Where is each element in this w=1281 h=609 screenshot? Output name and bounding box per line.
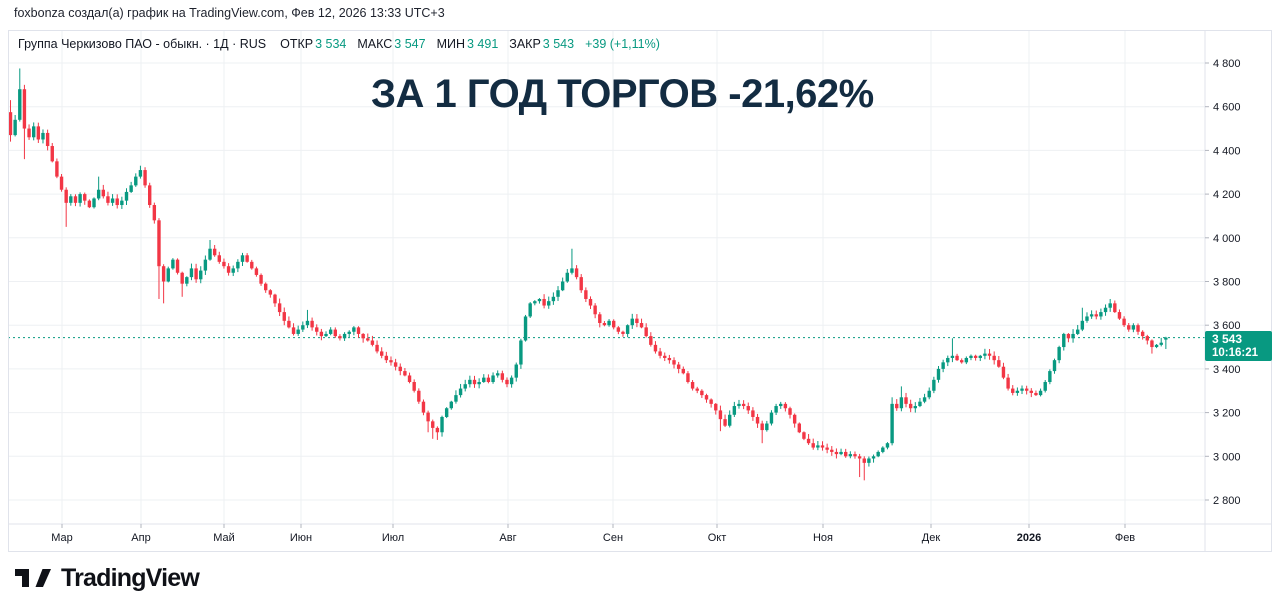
svg-text:4 000: 4 000 [1213, 233, 1241, 245]
chart-title-overlay: ЗА 1 ГОД ТОРГОВ -21,62% [371, 72, 874, 116]
chart-legend: Группа Черкизово ПАО - обыкн. · 1Д · RUS… [18, 37, 660, 51]
price-axis[interactable] [1205, 30, 1273, 524]
close-pair: ЗАКР 3 543 [509, 37, 574, 51]
change-value: +39 (+1,11%) [585, 37, 660, 51]
svg-text:Июл: Июл [382, 532, 404, 544]
svg-text:2026: 2026 [1017, 532, 1041, 544]
svg-text:Июн: Июн [290, 532, 312, 544]
low-pair: МИН 3 491 [437, 37, 499, 51]
last-price-badge: 3 543 10:16:21 [1205, 331, 1272, 361]
svg-text:4 200: 4 200 [1213, 189, 1241, 201]
svg-text:3 400: 3 400 [1213, 364, 1241, 376]
svg-text:2 800: 2 800 [1213, 495, 1241, 507]
svg-text:3 200: 3 200 [1213, 408, 1241, 420]
symbol-description: Группа Черкизово ПАО - обыкн. · 1Д · RUS [18, 37, 267, 51]
svg-text:3 000: 3 000 [1213, 451, 1241, 463]
high-pair: МАКС 3 547 [357, 37, 425, 51]
tradingview-logo[interactable]: TradingView [14, 564, 200, 593]
svg-text:Ноя: Ноя [813, 532, 833, 544]
svg-text:4 800: 4 800 [1213, 58, 1241, 70]
open-value: 3 534 [315, 37, 347, 51]
svg-text:Май: Май [213, 532, 235, 544]
open-label: ОТКР [280, 37, 314, 51]
low-value: 3 491 [467, 37, 499, 51]
svg-text:Мар: Мар [51, 532, 73, 544]
svg-text:4 600: 4 600 [1213, 102, 1241, 114]
svg-text:Авг: Авг [499, 532, 516, 544]
low-label: МИН [436, 37, 465, 51]
svg-text:Дек: Дек [922, 532, 941, 544]
open-pair: ОТКР 3 534 [280, 37, 346, 51]
last-price-value: 3 543 [1212, 332, 1243, 346]
high-value: 3 547 [394, 37, 426, 51]
attribution-text: foxbonza создал(а) график на TradingView… [14, 6, 445, 20]
svg-text:3 800: 3 800 [1213, 277, 1241, 289]
svg-text:Сен: Сен [603, 532, 623, 544]
high-label: МАКС [357, 37, 393, 51]
svg-text:Апр: Апр [131, 532, 150, 544]
close-label: ЗАКР [509, 37, 541, 51]
svg-text:4 400: 4 400 [1213, 145, 1241, 157]
svg-text:Фев: Фев [1115, 532, 1135, 544]
svg-text:Окт: Окт [708, 532, 727, 544]
tradingview-logo-icon [15, 568, 51, 587]
time-axis[interactable] [8, 524, 1205, 552]
last-price-time: 10:16:21 [1212, 347, 1259, 359]
svg-text:3 600: 3 600 [1213, 320, 1241, 332]
close-value: 3 543 [542, 37, 575, 51]
tradingview-logo-text: TradingView [61, 564, 200, 592]
